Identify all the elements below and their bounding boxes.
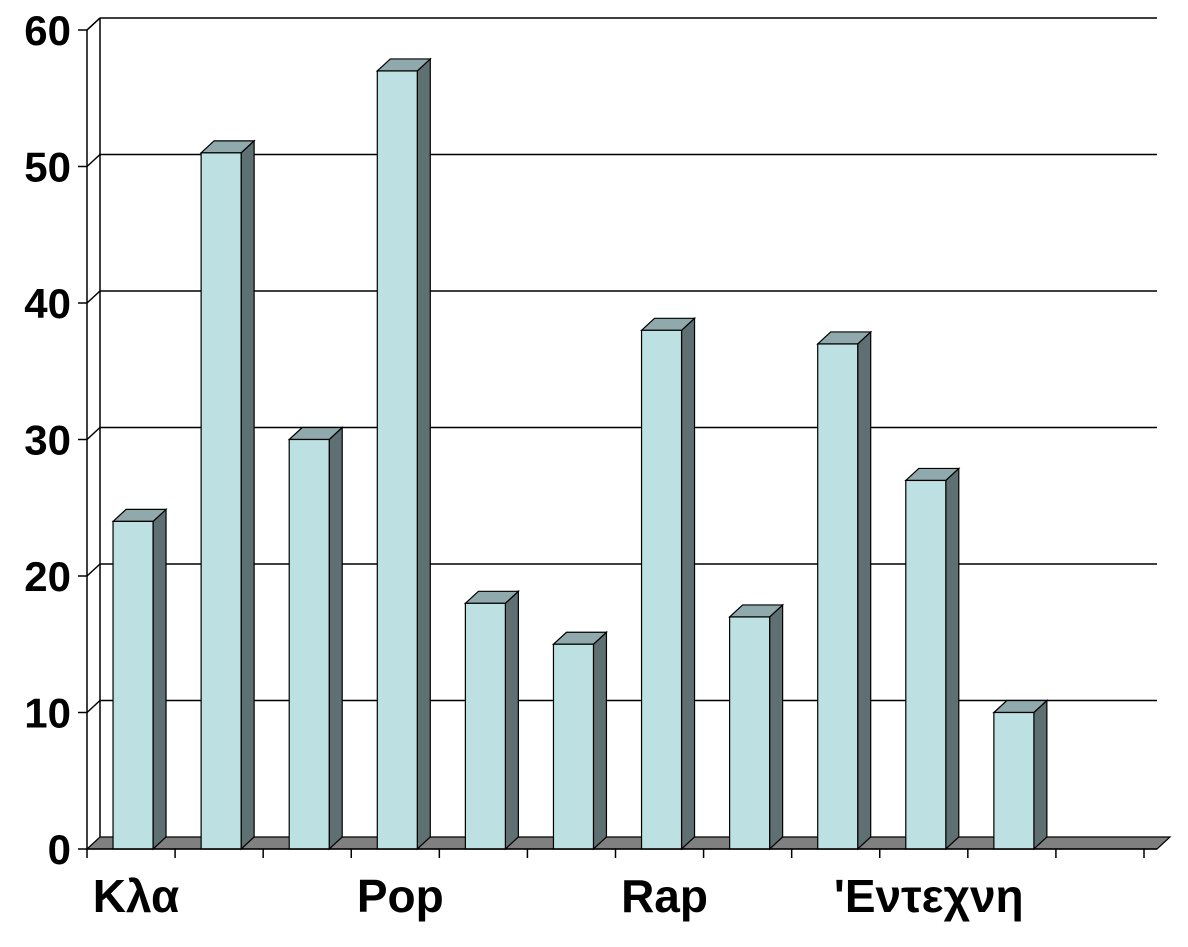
- bar: [640, 316, 697, 851]
- bar-front: [376, 70, 418, 850]
- bar-side: [945, 467, 960, 851]
- bar-front: [640, 329, 683, 850]
- bar: [463, 589, 520, 851]
- y-tick-label: 30: [24, 417, 71, 464]
- bar-side: [240, 139, 255, 851]
- y-tick-label: 40: [24, 280, 71, 327]
- gridline-side: [86, 153, 101, 168]
- bar-front: [200, 152, 242, 850]
- x-tick-label: Rap: [621, 870, 708, 922]
- bar-side: [416, 57, 431, 851]
- y-tick-label: 20: [24, 553, 71, 600]
- gridline-side: [86, 699, 101, 714]
- bar-front: [729, 616, 771, 850]
- bar-front: [288, 438, 330, 850]
- axes: [78, 17, 1157, 858]
- bar: [816, 330, 873, 851]
- y-tick-label: 0: [48, 826, 71, 873]
- y-axis-top: [86, 17, 101, 31]
- y-tick-labels: 0 10 20 30 40 50 60: [24, 7, 71, 873]
- bar: [992, 699, 1049, 851]
- bar-front: [464, 602, 506, 850]
- y-tick-label: 10: [24, 690, 71, 737]
- bar-front: [905, 479, 947, 850]
- bar-front: [552, 643, 595, 850]
- gridline-side: [86, 290, 101, 304]
- bar: [199, 139, 256, 851]
- bar-front: [112, 520, 154, 850]
- bar-side: [328, 426, 343, 851]
- bar: [728, 603, 785, 851]
- bar-side: [857, 330, 872, 851]
- bar-side: [152, 508, 167, 851]
- bar-side: [680, 316, 696, 851]
- bar-side: [592, 630, 608, 851]
- bar: [551, 630, 608, 851]
- bar: [375, 57, 432, 851]
- bar: [287, 426, 344, 851]
- bar-side: [1033, 699, 1048, 851]
- gridlines: [86, 17, 1157, 714]
- bar-front: [993, 711, 1035, 850]
- x-tick-label: 'Εντεχνη: [834, 870, 1024, 922]
- x-tick-label: Κλα: [93, 870, 180, 922]
- gridline-side: [86, 563, 101, 577]
- x-tick-label: Pop: [357, 870, 444, 922]
- bar: [111, 508, 168, 851]
- gridline-side: [86, 426, 101, 441]
- y-tick-label: 50: [24, 144, 71, 191]
- bar: [904, 467, 961, 851]
- bar-side: [769, 603, 784, 851]
- bars: [111, 57, 1049, 851]
- bar-side: [504, 589, 519, 851]
- y-tick-label: 60: [24, 7, 71, 54]
- bar-front: [817, 343, 859, 850]
- x-tick-labels: Κλα Pop Rap 'Εντεχνη: [93, 870, 1024, 922]
